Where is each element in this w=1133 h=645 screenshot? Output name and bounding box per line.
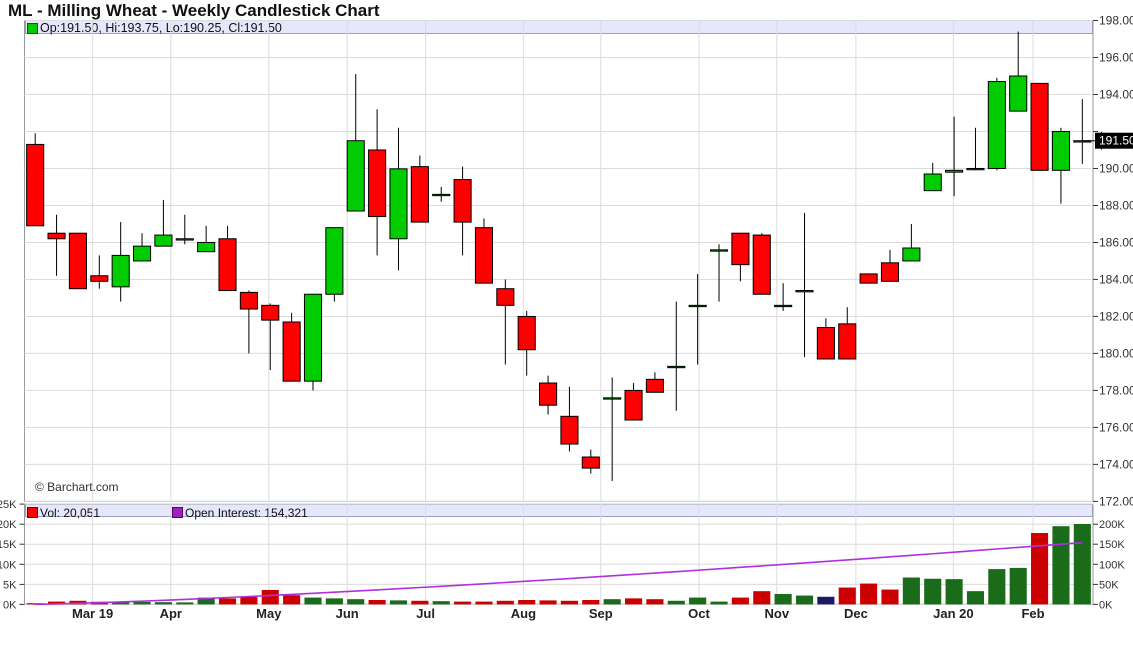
svg-text:May: May <box>256 606 282 621</box>
svg-text:Jul: Jul <box>416 606 435 621</box>
svg-text:Apr: Apr <box>160 606 182 621</box>
svg-text:Nov: Nov <box>765 606 790 621</box>
svg-text:Mar 19: Mar 19 <box>72 606 113 621</box>
svg-text:Jun: Jun <box>336 606 359 621</box>
svg-text:25K: 25K <box>0 499 17 511</box>
svg-text:Feb: Feb <box>1021 606 1044 621</box>
svg-text:186.00: 186.00 <box>1099 236 1133 250</box>
svg-text:150K: 150K <box>1099 539 1125 551</box>
svg-text:15K: 15K <box>0 539 17 551</box>
svg-text:100K: 100K <box>1099 559 1125 571</box>
svg-text:Oct: Oct <box>688 606 710 621</box>
svg-text:178.00: 178.00 <box>1099 383 1133 397</box>
svg-text:0K: 0K <box>1099 599 1113 611</box>
svg-text:5K: 5K <box>3 579 17 591</box>
svg-text:20K: 20K <box>0 519 17 531</box>
svg-text:194.00: 194.00 <box>1099 88 1133 102</box>
svg-text:Aug: Aug <box>511 606 536 621</box>
svg-text:198.00: 198.00 <box>1099 14 1133 28</box>
svg-text:191.50: 191.50 <box>1099 134 1133 148</box>
svg-text:176.00: 176.00 <box>1099 420 1133 434</box>
svg-text:196.00: 196.00 <box>1099 51 1133 65</box>
svg-text:188.00: 188.00 <box>1099 199 1133 213</box>
svg-text:182.00: 182.00 <box>1099 309 1133 323</box>
svg-text:174.00: 174.00 <box>1099 457 1133 471</box>
svg-text:50K: 50K <box>1099 579 1119 591</box>
svg-text:Dec: Dec <box>844 606 868 621</box>
svg-text:Jan 20: Jan 20 <box>933 606 973 621</box>
svg-text:0K: 0K <box>3 599 17 611</box>
svg-text:10K: 10K <box>0 559 17 571</box>
svg-text:172.00: 172.00 <box>1099 494 1133 508</box>
svg-text:Sep: Sep <box>589 606 613 621</box>
svg-text:190.00: 190.00 <box>1099 162 1133 176</box>
svg-text:200K: 200K <box>1099 519 1125 531</box>
svg-text:184.00: 184.00 <box>1099 272 1133 286</box>
svg-text:180.00: 180.00 <box>1099 346 1133 360</box>
